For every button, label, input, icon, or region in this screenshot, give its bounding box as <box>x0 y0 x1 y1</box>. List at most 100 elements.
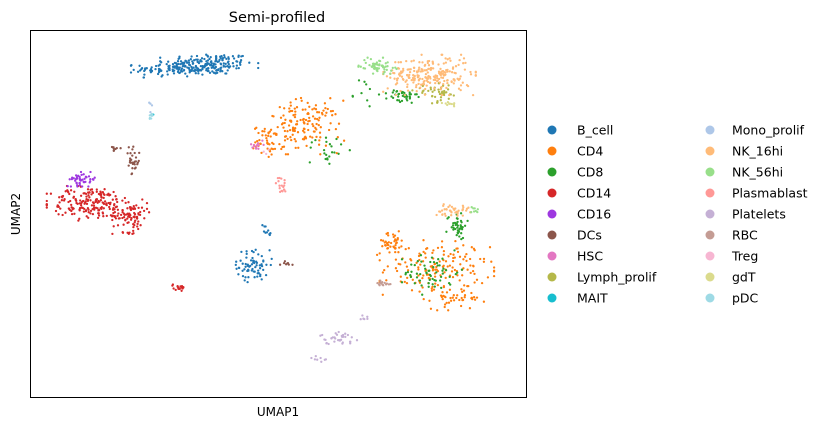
data-point <box>145 207 149 211</box>
data-point <box>92 204 96 207</box>
data-point <box>316 111 319 114</box>
data-point <box>74 197 77 201</box>
data-point <box>429 86 432 89</box>
data-point <box>251 256 254 260</box>
data-point <box>131 167 134 170</box>
data-point <box>124 218 127 221</box>
data-point <box>286 261 290 265</box>
data-point <box>411 89 414 92</box>
data-point <box>126 212 129 215</box>
data-point <box>253 276 256 279</box>
data-point <box>108 207 111 211</box>
data-point <box>307 128 310 132</box>
data-point <box>174 288 177 292</box>
data-point <box>319 153 322 156</box>
data-point <box>312 130 316 133</box>
data-point <box>425 84 428 87</box>
data-point <box>79 194 83 197</box>
data-point <box>448 102 451 105</box>
data-point <box>308 161 311 164</box>
data-point <box>361 314 364 317</box>
data-point <box>127 201 130 204</box>
data-point <box>456 217 459 220</box>
data-point <box>204 64 207 67</box>
legend-item: gdT <box>705 270 756 285</box>
data-point <box>350 336 353 339</box>
data-point <box>127 164 130 167</box>
data-point <box>330 145 333 148</box>
data-point <box>431 269 435 272</box>
data-point <box>427 285 430 288</box>
data-point <box>443 208 446 211</box>
data-point <box>261 139 264 142</box>
data-point <box>394 83 398 86</box>
data-point <box>67 200 70 204</box>
data-point <box>400 99 404 103</box>
data-point <box>121 199 124 202</box>
data-point <box>452 207 455 210</box>
data-point <box>366 99 369 102</box>
data-point <box>368 87 372 91</box>
data-point <box>276 125 279 129</box>
data-point <box>454 227 457 231</box>
data-point <box>102 215 105 218</box>
data-point <box>335 137 338 141</box>
data-point <box>439 88 442 91</box>
data-point <box>391 66 394 70</box>
series-mono-prolif-points <box>148 101 154 114</box>
data-point <box>133 211 136 215</box>
data-point <box>441 297 444 301</box>
data-point <box>79 179 82 182</box>
data-point <box>56 204 59 207</box>
data-point <box>406 276 409 280</box>
data-point <box>408 73 411 77</box>
series-gdt-points <box>440 101 456 108</box>
data-point <box>239 63 242 66</box>
data-point <box>132 207 135 211</box>
data-point <box>413 69 416 73</box>
data-point <box>284 118 287 121</box>
legend-label: RBC <box>732 228 758 243</box>
legend-item: NK_16hi <box>705 144 783 159</box>
data-point <box>474 70 477 73</box>
data-point <box>178 287 181 291</box>
data-point <box>442 284 446 288</box>
data-point <box>339 338 343 341</box>
data-point <box>445 291 449 294</box>
data-point <box>452 294 455 297</box>
data-point <box>387 234 390 237</box>
data-point <box>415 272 419 275</box>
data-point <box>209 63 212 67</box>
data-point <box>363 67 367 70</box>
data-point <box>449 296 452 300</box>
data-point <box>443 305 446 309</box>
data-point <box>473 272 476 276</box>
legend-item: CD4 <box>547 144 603 159</box>
data-point <box>431 285 434 289</box>
data-point <box>429 307 433 310</box>
data-point <box>400 75 404 78</box>
data-point <box>127 146 130 149</box>
data-point <box>408 91 411 94</box>
data-point <box>326 158 329 161</box>
data-point <box>100 207 103 211</box>
data-point <box>381 239 385 242</box>
data-point <box>83 201 87 204</box>
data-point <box>395 67 398 71</box>
data-point <box>249 264 252 268</box>
data-point <box>320 360 323 363</box>
data-point <box>317 123 320 127</box>
data-point <box>291 133 294 136</box>
data-point <box>447 255 450 258</box>
data-point <box>394 258 398 261</box>
data-point <box>460 221 463 224</box>
data-point <box>272 132 276 135</box>
data-point <box>443 79 446 83</box>
data-point <box>417 68 420 71</box>
data-point <box>400 281 404 284</box>
data-point <box>292 127 295 130</box>
data-point <box>406 270 410 274</box>
data-point <box>317 143 321 146</box>
data-point <box>116 200 119 204</box>
data-point <box>473 298 477 301</box>
